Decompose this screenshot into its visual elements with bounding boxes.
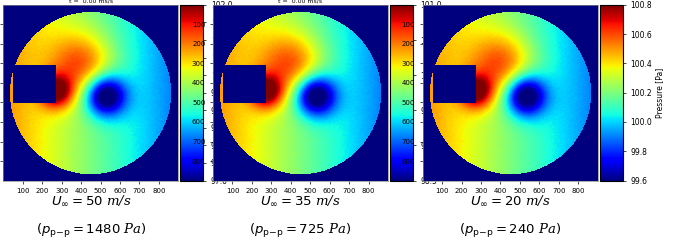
Y-axis label: Pressure [Pa]: Pressure [Pa]: [654, 68, 663, 118]
Y-axis label: Pressure [Pa]: Pressure [Pa]: [235, 68, 244, 118]
Y-axis label: Pressure [Pa]: Pressure [Pa]: [445, 68, 454, 118]
Text: $(p_{\mathrm{p{-}p}}= 1480$ Pa$)$: $(p_{\mathrm{p{-}p}}= 1480$ Pa$)$: [35, 222, 146, 240]
Title: t =  0.00 ms/s: t = 0.00 ms/s: [69, 0, 113, 4]
Text: $U_{\infty} = 50$ m/s: $U_{\infty} = 50$ m/s: [51, 194, 131, 208]
Text: $U_{\infty} = 20$ m/s: $U_{\infty} = 20$ m/s: [470, 194, 550, 208]
Text: $(p_{\mathrm{p{-}p}}= 240$ Pa$)$: $(p_{\mathrm{p{-}p}}= 240$ Pa$)$: [459, 222, 561, 240]
Text: $U_{\infty} = 35$ m/s: $U_{\infty} = 35$ m/s: [260, 194, 341, 208]
Text: $(p_{\mathrm{p{-}p}}= 725$ Pa$)$: $(p_{\mathrm{p{-}p}}= 725$ Pa$)$: [249, 222, 352, 240]
Title: t =  0.00 ms/s: t = 0.00 ms/s: [278, 0, 323, 4]
